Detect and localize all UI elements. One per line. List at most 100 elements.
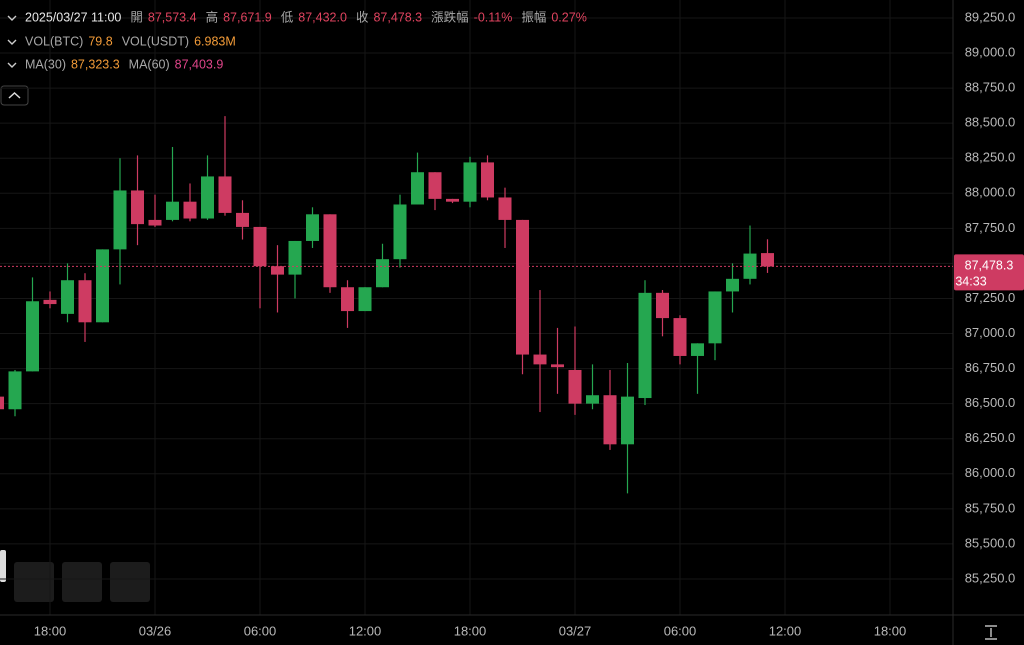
- info-value: 87,403.9: [175, 57, 224, 71]
- candle-body: [61, 280, 74, 314]
- info-value: 87,478.3: [373, 10, 422, 24]
- info-label: MA(30): [25, 57, 66, 71]
- candle-body: [673, 318, 687, 356]
- candle-body: [446, 198, 459, 202]
- candle-body: [323, 214, 337, 288]
- last-price-label: 87,478.3: [965, 259, 1014, 273]
- y-tick-label: 87,000.0: [965, 325, 1016, 340]
- y-tick-label: 85,500.0: [965, 535, 1016, 550]
- candle-body: [621, 396, 634, 445]
- chevron-icon: [7, 15, 17, 21]
- candle-body: [743, 253, 757, 279]
- candle-body: [761, 253, 774, 267]
- candle-body: [516, 219, 529, 355]
- y-tick-label: 86,250.0: [965, 430, 1016, 445]
- candle-body: [586, 395, 599, 404]
- candle-body: [463, 162, 477, 202]
- candle-body: [411, 172, 424, 205]
- candle-body: [131, 190, 144, 225]
- info-label: 低: [281, 10, 294, 24]
- collapse-icon: [8, 91, 21, 99]
- logo-block: [110, 562, 150, 602]
- chevron-icon: [7, 62, 17, 68]
- candle-body: [253, 226, 267, 267]
- y-tick-label: 87,250.0: [965, 290, 1016, 305]
- info-time: 2025/03/27 11:00: [25, 10, 121, 24]
- candle-body: [481, 162, 494, 198]
- info-value: -0.11%: [474, 10, 513, 24]
- info-value: 0.27%: [551, 10, 586, 24]
- y-axis: 85,250.0 85,500.0 85,750.0 86,000.0 86,250.0…: [965, 9, 1016, 585]
- info-label: 振幅: [521, 9, 546, 24]
- x-tick-label: 03/27: [559, 623, 592, 638]
- collapse-button[interactable]: [0, 85, 29, 106]
- candle-body: [708, 291, 722, 344]
- candle-body: [498, 197, 512, 220]
- candle-body: [43, 299, 57, 305]
- candle-body: [271, 266, 284, 275]
- info-label: 開: [130, 10, 143, 24]
- candle-body: [113, 190, 127, 250]
- candle-body: [376, 259, 389, 288]
- side-handle[interactable]: [0, 550, 6, 582]
- candle-body: [638, 292, 652, 399]
- candle-body: [428, 172, 442, 199]
- x-tick-label: 06:00: [664, 623, 697, 638]
- candle-body: [26, 301, 39, 372]
- info-label: 高: [206, 9, 219, 24]
- candle-body: [533, 354, 547, 365]
- candle-body: [393, 204, 407, 260]
- info-label: VOL(BTC): [25, 34, 83, 48]
- watermark: [14, 562, 150, 602]
- candle-body: [656, 292, 669, 319]
- x-tick-label: 12:00: [769, 623, 802, 638]
- y-tick-label: 86,000.0: [965, 465, 1016, 480]
- candle-body: [341, 287, 354, 312]
- y-tick-label: 86,500.0: [965, 395, 1016, 410]
- candles: [0, 116, 774, 494]
- info-label: VOL(USDT): [122, 34, 189, 48]
- candle-body: [568, 369, 582, 404]
- candle-body: [726, 278, 739, 292]
- info-value: 87,323.3: [71, 57, 120, 71]
- candle-body: [551, 364, 564, 368]
- x-tick-label: 06:00: [244, 623, 277, 638]
- x-tick-label: 03/26: [139, 623, 172, 638]
- candle-body: [148, 219, 162, 226]
- candle-body: [603, 395, 617, 445]
- info-value: 87,432.0: [298, 10, 347, 24]
- info-label: 漲跌幅: [431, 9, 469, 24]
- y-tick-label: 87,750.0: [965, 220, 1016, 235]
- candle-body: [306, 214, 319, 241]
- candle-body: [288, 240, 302, 275]
- y-tick-label: 89,000.0: [965, 44, 1016, 59]
- info-value: 87,671.9: [223, 10, 272, 24]
- reset-icon[interactable]: [985, 625, 997, 640]
- y-tick-label: 89,250.0: [965, 9, 1016, 24]
- chevron-icon: [7, 39, 17, 45]
- candle-body: [691, 343, 704, 356]
- candle-body: [183, 201, 197, 219]
- y-tick-label: 85,750.0: [965, 500, 1016, 515]
- candle-body: [96, 249, 109, 323]
- candle-body: [236, 212, 249, 227]
- x-tick-label: 18:00: [34, 623, 67, 638]
- y-tick-label: 88,750.0: [965, 80, 1016, 95]
- candle-body: [8, 371, 22, 410]
- y-tick-label: 88,500.0: [965, 115, 1016, 130]
- info-label: 收: [356, 10, 369, 24]
- candle-body: [218, 176, 232, 213]
- y-tick-label: 88,000.0: [965, 185, 1016, 200]
- candle-body: [166, 201, 179, 220]
- candle-body: [358, 287, 372, 312]
- candle-body: [78, 280, 92, 323]
- x-tick-label: 12:00: [349, 623, 382, 638]
- info-label: MA(60): [129, 57, 170, 71]
- y-tick-label: 85,250.0: [965, 570, 1016, 585]
- info-value: 79.8: [88, 34, 112, 48]
- y-tick-label: 86,750.0: [965, 360, 1016, 375]
- info-value: 6.983M: [194, 34, 236, 48]
- info-value: 87,573.4: [148, 10, 197, 24]
